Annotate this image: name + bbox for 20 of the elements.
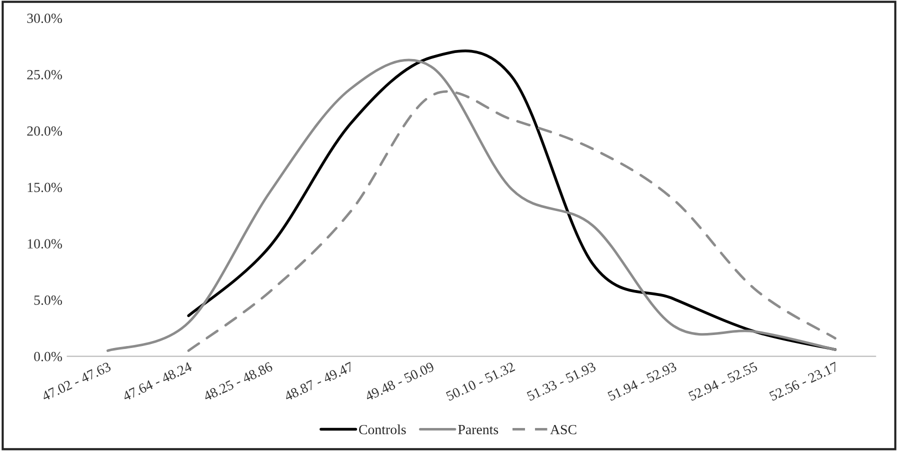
legend-label: ASC — [550, 424, 576, 434]
x-tick-label: 48.25 - 48.86 — [202, 362, 274, 402]
y-tick-label: 20.0% — [27, 126, 62, 136]
y-tick-label: 5.0% — [34, 296, 62, 305]
x-tick-label: 47.02 - 47.63 — [41, 362, 112, 402]
y-tick-label: 25.0% — [27, 70, 62, 80]
x-tick-label: 50.10 - 51.32 — [446, 362, 516, 402]
y-tick-label: 0.0% — [34, 352, 62, 362]
y-tick-label: 10.0% — [28, 239, 62, 249]
x-tick-label: 48.87 - 49.47 — [284, 362, 354, 402]
x-tick-label: 47.64 - 48.24 — [122, 362, 193, 402]
x-tick-label: 51.94 - 52.93 — [607, 362, 678, 402]
legend-label: Controls — [359, 424, 406, 434]
x-tick-label: 52.94 - 52.55 — [688, 362, 758, 402]
legend-label: Parents — [458, 425, 498, 434]
x-tick-label: 51.33 - 51.93 — [526, 362, 596, 402]
x-tick-label: 52.56 - 23.17 — [768, 362, 839, 402]
y-tick-label: 30.0% — [27, 14, 62, 24]
y-tick-label: 15.0% — [28, 182, 62, 192]
x-tick-label: 49.48 - 50.09 — [364, 362, 435, 402]
